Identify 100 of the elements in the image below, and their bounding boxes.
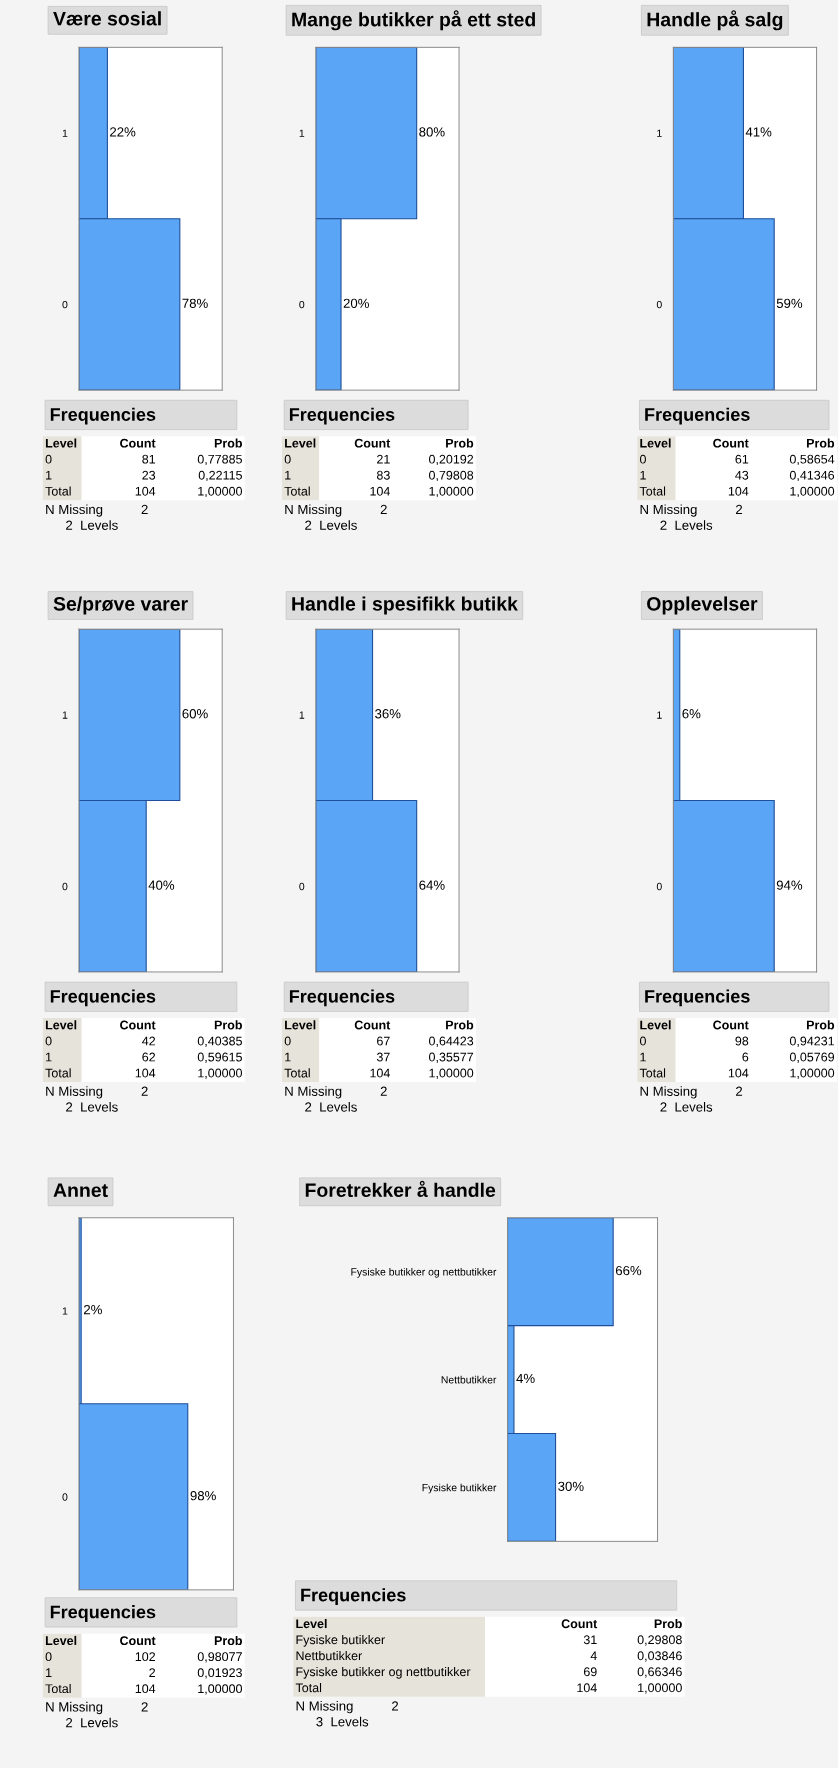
text: 1,00000 — [429, 1068, 474, 1079]
text: 0 — [284, 454, 291, 464]
text: Level — [45, 1635, 77, 1646]
text: 0,40385 — [197, 1036, 242, 1047]
text: Count — [120, 1020, 156, 1030]
text: Count — [120, 1636, 156, 1646]
y-tick-label: Nettbutikker — [441, 1375, 497, 1384]
text: Count — [561, 1619, 598, 1629]
text: 0 — [639, 454, 646, 464]
chart-title: Handle på salg — [647, 10, 783, 31]
text: 1 — [46, 470, 52, 480]
text: 1,00000 — [638, 1683, 682, 1694]
text: N Missing — [640, 1086, 697, 1099]
text: 1,00000 — [198, 1068, 243, 1079]
data-label: 22% — [110, 127, 136, 137]
text: Level — [296, 1618, 327, 1629]
data-label: 40% — [148, 880, 175, 890]
text: 104 — [728, 1068, 749, 1078]
text: N Missing — [46, 1701, 103, 1715]
data-label: 30% — [558, 1481, 584, 1491]
text: 62 — [142, 1052, 156, 1062]
text: 67 — [377, 1036, 390, 1046]
text: 0,79808 — [429, 470, 474, 482]
text: 2 Levels — [305, 520, 357, 530]
data-label: 94% — [776, 880, 803, 890]
text: 2 — [141, 504, 148, 514]
text: Level — [640, 1020, 671, 1030]
data-label: 36% — [375, 709, 401, 719]
text: Frequencies — [645, 989, 750, 1007]
text: 0,20192 — [429, 454, 474, 466]
text: 83 — [376, 470, 390, 480]
chart-title: Se/prøve varer — [53, 596, 188, 615]
text: Level — [285, 438, 316, 448]
y-tick-label: 1 — [62, 1307, 68, 1315]
text: 1,00000 — [429, 486, 474, 498]
text: 104 — [135, 1068, 156, 1078]
chart-title: Mange butikker på ett sted — [292, 10, 535, 31]
text: 1 — [285, 470, 291, 480]
y-tick-label: 1 — [657, 711, 662, 719]
text: 69 — [583, 1667, 597, 1677]
text: Prob — [214, 1635, 242, 1646]
text: 43 — [735, 470, 749, 480]
text: 2 — [380, 504, 387, 514]
text: Prob — [654, 1618, 682, 1629]
text: 2 — [392, 1701, 399, 1711]
text: Prob — [806, 438, 835, 448]
text: 2 Levels — [66, 520, 118, 530]
text: Count — [354, 1020, 391, 1030]
text: Level — [45, 1020, 77, 1030]
text: Frequencies — [301, 1588, 406, 1606]
text: 42 — [142, 1036, 156, 1046]
data-label: 78% — [182, 298, 208, 308]
text: Prob — [214, 1020, 242, 1030]
text: 4 — [590, 1651, 597, 1661]
text: 104 — [728, 486, 749, 496]
text: Total — [295, 1683, 322, 1693]
text: 1,00000 — [790, 486, 835, 498]
data-label: 41% — [745, 127, 772, 137]
text: 2 — [149, 1668, 156, 1677]
text: 0,03846 — [637, 1651, 682, 1662]
text: 37 — [376, 1052, 390, 1062]
text: 2 Levels — [305, 1102, 357, 1112]
text: 0,58654 — [789, 454, 835, 466]
text: Frequencies — [645, 407, 750, 425]
data-label: 60% — [182, 709, 208, 719]
text: 6 — [742, 1052, 749, 1062]
text: 2 Levels — [66, 1717, 118, 1728]
text: 0,35577 — [429, 1052, 474, 1063]
text: 0,66346 — [637, 1667, 682, 1678]
text: Total — [45, 486, 71, 496]
text: Frequencies — [289, 989, 395, 1007]
text: 0,77885 — [197, 454, 242, 466]
text: 104 — [135, 1684, 156, 1694]
data-label: 2% — [84, 1304, 102, 1315]
text: Prob — [806, 1020, 835, 1030]
text: 0,41346 — [789, 470, 835, 482]
text: 23 — [142, 470, 156, 480]
text: 2 Levels — [66, 1102, 118, 1112]
text: Count — [354, 438, 391, 448]
text: 1 — [46, 1052, 52, 1062]
text: 1 — [640, 1052, 646, 1062]
text: Total — [45, 1683, 71, 1694]
chart-title: Handle i spesifikk butikk — [292, 596, 518, 615]
text: 104 — [577, 1683, 597, 1693]
data-label: 64% — [419, 880, 445, 890]
text: 0 — [45, 454, 52, 464]
text: 2 — [380, 1086, 387, 1096]
text: Total — [639, 486, 666, 496]
y-tick-label: 0 — [656, 300, 662, 309]
text: Total — [639, 1068, 666, 1078]
text: 0 — [45, 1652, 52, 1662]
text: N Missing — [285, 504, 342, 517]
text: 104 — [370, 486, 390, 496]
y-tick-label: 1 — [62, 129, 68, 137]
text: 1,00000 — [790, 1068, 835, 1079]
text: 1,00000 — [198, 1684, 243, 1695]
text: 2 — [736, 504, 743, 514]
text: Total — [45, 1068, 71, 1078]
text: 104 — [370, 1068, 390, 1078]
text: 0,01923 — [197, 1668, 242, 1679]
